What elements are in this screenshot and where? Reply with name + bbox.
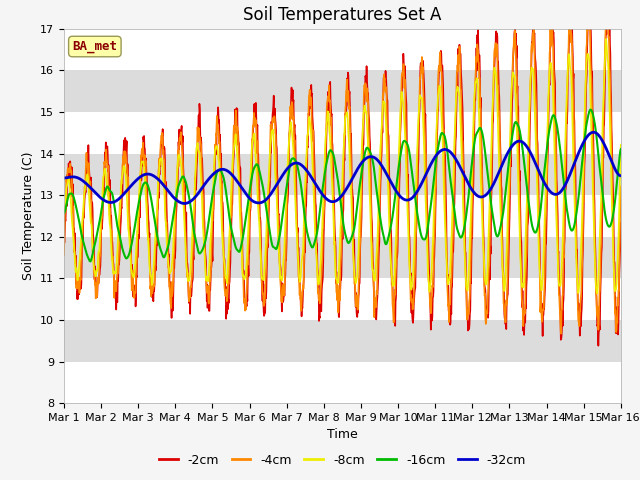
- Y-axis label: Soil Temperature (C): Soil Temperature (C): [22, 152, 35, 280]
- -16cm: [587, 107, 595, 112]
- -16cm: [617, 146, 625, 152]
- -4cm: [502, 319, 509, 325]
- -8cm: [593, 290, 601, 296]
- -16cm: [246, 182, 254, 188]
- -4cm: [617, 184, 625, 190]
- Bar: [64, 195, 621, 237]
- -2cm: [429, 295, 436, 300]
- -2cm: [170, 265, 178, 271]
- -4cm: [551, 105, 559, 111]
- -32cm: [617, 173, 625, 179]
- -2cm: [246, 209, 254, 215]
- -8cm: [617, 142, 625, 147]
- -32cm: [502, 154, 509, 159]
- -4cm: [60, 252, 68, 258]
- -16cm: [184, 190, 192, 195]
- -8cm: [170, 222, 178, 228]
- Line: -8cm: -8cm: [64, 39, 621, 293]
- Line: -2cm: -2cm: [64, 0, 621, 346]
- -16cm: [86, 259, 94, 264]
- -4cm: [170, 247, 178, 252]
- -32cm: [60, 175, 68, 181]
- -16cm: [502, 187, 509, 192]
- -4cm: [429, 284, 436, 290]
- Bar: [64, 154, 621, 195]
- Line: -16cm: -16cm: [64, 109, 621, 262]
- -16cm: [429, 183, 437, 189]
- Bar: [64, 112, 621, 154]
- -4cm: [557, 331, 564, 336]
- -4cm: [246, 193, 254, 199]
- -32cm: [429, 157, 437, 163]
- -2cm: [595, 343, 602, 348]
- -32cm: [184, 200, 192, 205]
- -2cm: [60, 230, 68, 236]
- -16cm: [60, 210, 68, 216]
- Line: -32cm: -32cm: [64, 132, 621, 204]
- -8cm: [602, 36, 610, 42]
- Bar: [64, 320, 621, 361]
- -8cm: [429, 242, 436, 248]
- Legend: -2cm, -4cm, -8cm, -16cm, -32cm: -2cm, -4cm, -8cm, -16cm, -32cm: [154, 449, 531, 472]
- -2cm: [184, 266, 191, 272]
- -32cm: [246, 196, 254, 202]
- Bar: [64, 29, 621, 71]
- X-axis label: Time: Time: [327, 429, 358, 442]
- Bar: [64, 361, 621, 403]
- -2cm: [502, 322, 509, 327]
- Bar: [64, 278, 621, 320]
- -4cm: [604, 7, 611, 12]
- -16cm: [171, 205, 179, 211]
- Bar: [64, 237, 621, 278]
- -16cm: [551, 115, 559, 120]
- -32cm: [589, 129, 597, 135]
- Bar: [64, 71, 621, 112]
- -8cm: [551, 155, 559, 160]
- -32cm: [180, 201, 188, 206]
- -32cm: [551, 192, 559, 197]
- -32cm: [170, 195, 178, 201]
- Title: Soil Temperatures Set A: Soil Temperatures Set A: [243, 6, 442, 24]
- Text: BA_met: BA_met: [72, 40, 117, 53]
- -8cm: [60, 204, 68, 210]
- Line: -4cm: -4cm: [64, 10, 621, 334]
- -8cm: [246, 179, 254, 185]
- -2cm: [617, 219, 625, 225]
- -8cm: [502, 274, 509, 280]
- -4cm: [184, 270, 191, 276]
- -8cm: [184, 277, 191, 283]
- -2cm: [551, 75, 559, 81]
